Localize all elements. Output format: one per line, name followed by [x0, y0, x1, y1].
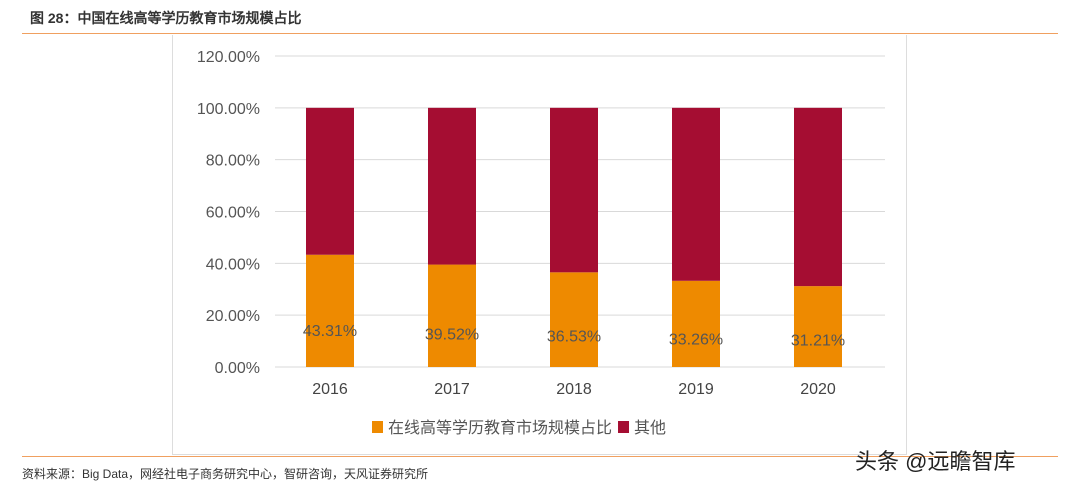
- y-tick-label: 0.00%: [215, 360, 260, 377]
- y-tick-label: 100.00%: [197, 101, 260, 118]
- x-tick-label: 2018: [556, 381, 592, 398]
- y-tick-label: 40.00%: [206, 256, 260, 273]
- watermark: 头条 @远瞻智库: [855, 449, 1016, 474]
- legend-swatch: [618, 421, 630, 433]
- figure-title: 图 28：中国在线高等学历教育市场规模占比: [30, 10, 302, 26]
- y-tick-label: 120.00%: [197, 49, 260, 66]
- bar-online-2017: [428, 264, 476, 367]
- bottom-divider: [22, 456, 1058, 457]
- bar-other-2016: [306, 107, 354, 255]
- bar-other-2017: [428, 107, 476, 265]
- bar-other-2019: [672, 107, 720, 281]
- data-label: 31.21%: [791, 333, 845, 350]
- data-label: 43.31%: [303, 323, 357, 340]
- x-tick-label: 2020: [800, 381, 836, 398]
- bar-online-2018: [550, 272, 598, 367]
- bar-online-2020: [794, 286, 842, 367]
- y-tick-label: 80.00%: [206, 153, 260, 170]
- legend-swatch: [372, 421, 383, 433]
- legend-label: 在线高等学历教育市场规模占比: [388, 419, 612, 437]
- y-tick-label: 20.00%: [206, 308, 260, 325]
- x-tick-label: 2017: [434, 381, 470, 398]
- bar-other-2018: [550, 107, 598, 273]
- bar-other-2020: [794, 107, 842, 287]
- top-divider: [22, 33, 1058, 34]
- y-tick-label: 60.00%: [206, 205, 260, 222]
- x-tick-label: 2016: [312, 381, 348, 398]
- source-note: 资料来源：Big Data，网经社电子商务研究中心，智研咨询，天风证券研究所: [22, 467, 429, 481]
- data-label: 36.53%: [547, 329, 601, 346]
- x-tick-label: 2019: [678, 381, 714, 398]
- legend-label: 其他: [634, 419, 666, 437]
- chart-frame: [172, 35, 907, 455]
- bar-online-2016: [306, 254, 354, 367]
- bar-online-2019: [672, 280, 720, 367]
- data-label: 39.52%: [425, 326, 479, 343]
- data-label: 33.26%: [669, 331, 723, 348]
